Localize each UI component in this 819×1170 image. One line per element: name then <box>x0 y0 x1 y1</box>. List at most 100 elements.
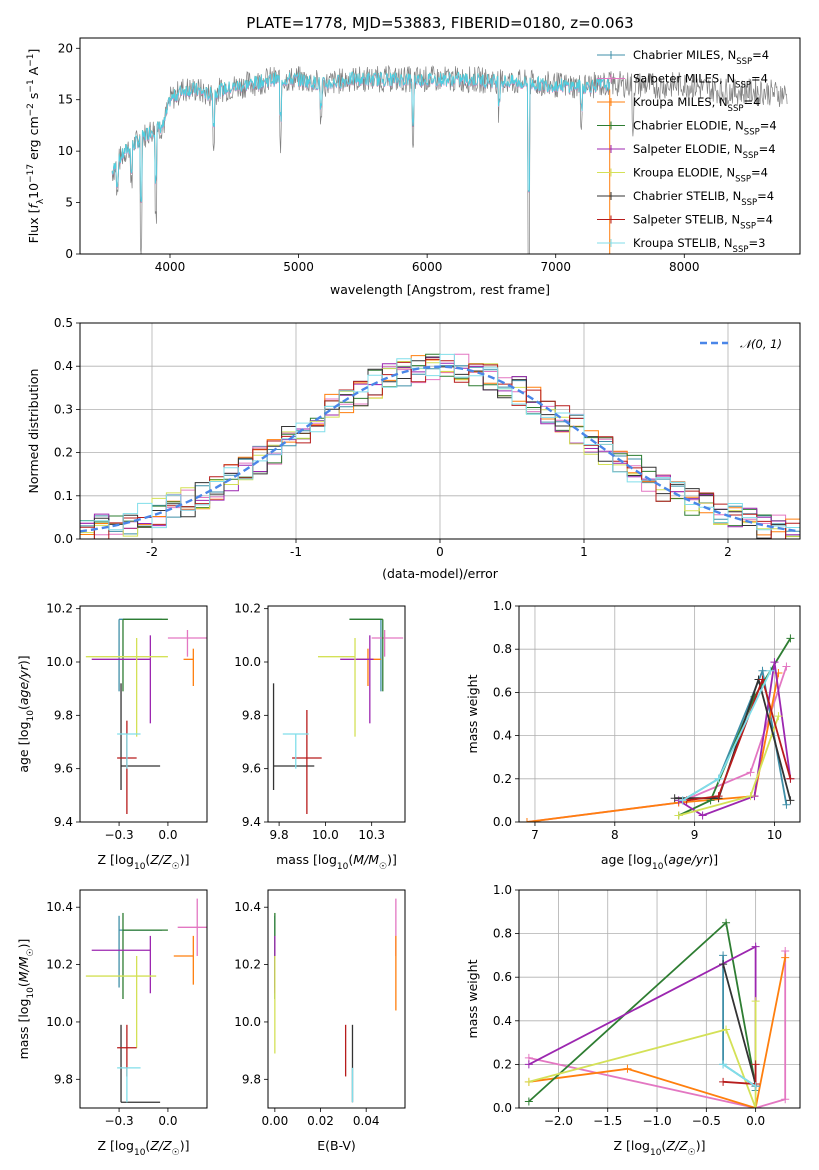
legend-entry-text: Salpeter MILES, N <box>633 72 735 86</box>
x-axis-label-part: Z [log <box>614 1138 650 1153</box>
y-tick-label: 1.0 <box>493 883 512 897</box>
y-tick-label: 0.4 <box>493 1014 512 1028</box>
panel-age-vs-Z: −0.3 0.09.49.69.810.010.2Z [log10(Z/Z☉)]a… <box>16 602 208 872</box>
mass-weight-marker <box>524 1060 533 1069</box>
y-tick-label: 9.6 <box>54 762 73 776</box>
mass-weight-line <box>528 1001 757 1108</box>
y-axis-label-part: 10 <box>26 987 36 999</box>
legend-entry-sub: SSP <box>728 104 744 114</box>
x-tick-label: 9 <box>691 828 699 842</box>
legend-entry: Kroupa STELIB, NSSP=3 <box>633 236 765 255</box>
legend-entry-text: Salpeter ELODIE, N <box>633 142 743 156</box>
legend-entry-text: Chabrier STELIB, N <box>633 189 741 203</box>
axes-frame <box>79 889 208 1109</box>
plot-area <box>274 898 397 1103</box>
x-axis-label-part: 10 <box>337 862 349 872</box>
y-tick-label: 20 <box>58 41 73 55</box>
gaussian-curve <box>80 365 800 533</box>
y-tick-label: 9.8 <box>242 708 261 722</box>
y-axis-label-part: Flux [ <box>26 209 41 244</box>
mass-weight-marker <box>719 1060 728 1069</box>
y-axis-label-part: 10 <box>26 710 36 722</box>
y-tick-label: 9.6 <box>242 762 261 776</box>
y-axis-label-part: −1 <box>26 79 36 92</box>
legend-entry-sub: SSP <box>744 128 760 138</box>
axes-frame <box>518 889 801 1109</box>
chart-title: PLATE=1778, MJD=53883, FIBERID=0180, z=0… <box>246 14 633 32</box>
x-axis-label: Z [log10(Z/Z☉)] <box>614 1138 706 1158</box>
mass-weight-line <box>686 676 792 802</box>
mass-weight-marker <box>674 811 683 820</box>
y-tick-label: 0 <box>65 247 73 261</box>
x-axis-label: mass [log10(M/M☉)] <box>276 852 397 872</box>
legend-entry-tail: =4 <box>752 48 769 62</box>
x-axis-label-part: ☉ <box>172 1148 180 1158</box>
legend-entry-tail: =4 <box>743 95 760 109</box>
mass-weight-line <box>526 672 780 822</box>
y-axis-label-part: −1 <box>26 53 36 66</box>
legend-entry-text: Kroupa STELIB, N <box>633 236 733 250</box>
legend-entry: Chabrier ELODIE, NSSP=4 <box>633 119 777 138</box>
x-axis-label-part: ( <box>145 852 150 867</box>
x-tick-label: −0.3 <box>105 1114 134 1128</box>
x-axis-label-part: ( <box>661 1138 666 1153</box>
y-axis-label-part: )] <box>16 655 31 665</box>
mass-weight-line <box>722 1063 757 1087</box>
mass-weight-line <box>528 951 787 1108</box>
x-tick-label: 0.0 <box>746 1114 765 1128</box>
x-axis-label-part: ☉ <box>688 1148 696 1158</box>
mass-weight-marker <box>678 796 687 805</box>
y-tick-label: 10.2 <box>234 602 261 616</box>
mass-weight-marker <box>722 1025 731 1034</box>
x-axis-label-part: 10 <box>134 862 146 872</box>
mass-weight-marker <box>781 1095 790 1104</box>
mass-weight-marker <box>751 997 760 1006</box>
observed-spectrum <box>111 64 788 254</box>
x-tick-label: 0.00 <box>261 1114 288 1128</box>
y-axis-label: Normed distribution <box>26 369 41 494</box>
x-axis-label: age [log10(age/yr)] <box>601 852 718 872</box>
y-axis-label: Flux [fλ10−17 erg cm−2 s−1 A−1] <box>26 49 46 244</box>
mass-weight-marker <box>714 792 723 801</box>
x-axis-label: Z [log10(Z/Z☉)] <box>98 1138 190 1158</box>
plot-area <box>80 353 800 539</box>
y-tick-label: 10.4 <box>234 900 261 914</box>
legend-entry: 𝒩(0, 1) <box>740 337 782 351</box>
x-tick-label: 0.02 <box>307 1114 334 1128</box>
mass-weight-marker <box>714 774 723 783</box>
legend-entry: Chabrier STELIB, NSSP=4 <box>633 189 774 208</box>
legend-entry-tail: =4 <box>759 142 776 156</box>
mass-weight-marker <box>719 960 728 969</box>
mass-weight-marker <box>782 800 791 809</box>
y-axis-label: mass weight <box>465 959 480 1038</box>
x-axis-label-part: age/yr <box>668 852 709 867</box>
y-axis-label-part: mass [log <box>16 999 31 1060</box>
y-tick-label: 0.2 <box>493 772 512 786</box>
axes-frame <box>267 889 406 1109</box>
y-axis-label-part: age/yr <box>16 664 31 705</box>
x-tick-label: 8000 <box>669 260 700 274</box>
y-tick-label: 9.8 <box>54 1072 73 1086</box>
x-tick-label: −1.0 <box>642 1114 671 1128</box>
mass-weight-marker <box>770 658 779 667</box>
legend-entry-sub: SSP <box>740 222 756 232</box>
y-axis-label-part: −2 <box>26 103 36 116</box>
x-tick-label: 1 <box>580 545 588 559</box>
axes-frame <box>79 37 801 255</box>
y-axis-label: mass [log10(M/M☉)] <box>16 939 36 1060</box>
x-tick-label: −1.5 <box>593 1114 622 1128</box>
mass-weight-marker <box>786 796 795 805</box>
y-tick-label: 10.0 <box>46 655 73 669</box>
mass-weight-marker <box>524 1077 533 1086</box>
legend-entry: Salpeter ELODIE, NSSP=4 <box>633 142 776 161</box>
y-tick-label: 0.0 <box>54 532 73 546</box>
x-axis-label-part: )] <box>387 852 397 867</box>
y-tick-label: 10.0 <box>234 1015 261 1029</box>
y-tick-label: 0.0 <box>493 815 512 829</box>
y-tick-label: 0.5 <box>54 316 73 330</box>
panel-mass-vs-ebv: 0.00 0.02 0.04 9.8 10.0 10.2 10.4 E(B-V) <box>234 889 406 1153</box>
legend-entry-text: Kroupa ELODIE, N <box>633 166 735 180</box>
mass-weight-line <box>528 920 757 1103</box>
legend-entry-sub: SSP <box>733 245 749 255</box>
y-tick-label: 0.0 <box>493 1101 512 1115</box>
